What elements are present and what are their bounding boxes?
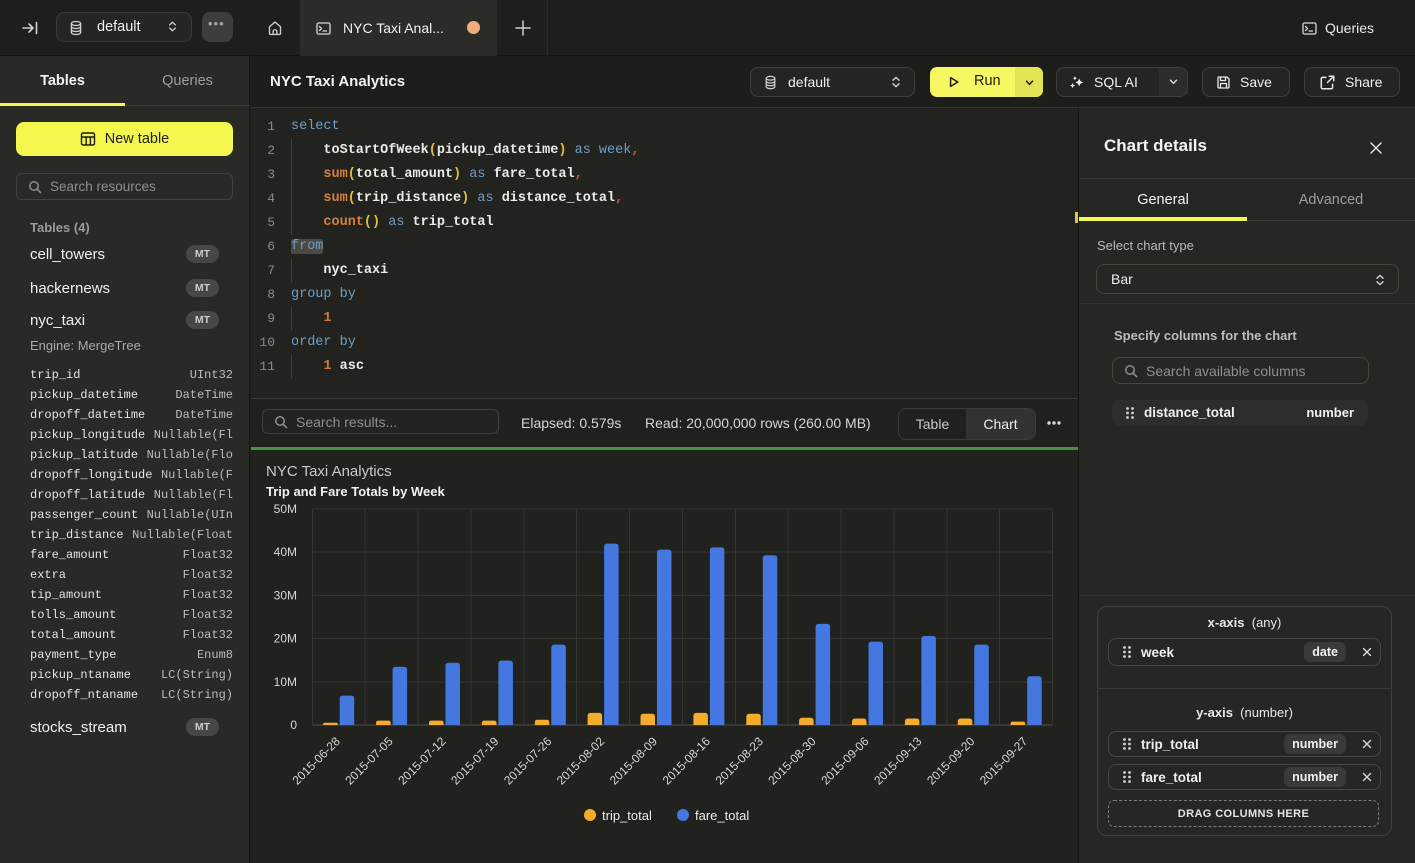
svg-text:50M: 50M — [274, 502, 297, 516]
svg-text:40M: 40M — [274, 545, 297, 559]
svg-text:2015-09-06: 2015-09-06 — [818, 734, 872, 788]
svg-text:0: 0 — [290, 718, 297, 732]
svg-text:2015-09-20: 2015-09-20 — [924, 734, 978, 788]
svg-text:2015-09-13: 2015-09-13 — [871, 734, 925, 788]
svg-text:2015-09-27: 2015-09-27 — [977, 734, 1031, 788]
svg-text:2015-07-12: 2015-07-12 — [395, 734, 449, 788]
svg-text:2015-08-16: 2015-08-16 — [660, 734, 714, 788]
svg-text:2015-08-30: 2015-08-30 — [765, 734, 819, 788]
svg-text:2015-08-02: 2015-08-02 — [554, 734, 608, 788]
svg-text:fare_total: fare_total — [695, 808, 749, 823]
svg-text:10M: 10M — [274, 675, 297, 689]
svg-text:2015-06-28: 2015-06-28 — [290, 734, 344, 788]
svg-text:2015-07-19: 2015-07-19 — [448, 734, 502, 788]
svg-text:trip_total: trip_total — [602, 808, 652, 823]
svg-text:30M: 30M — [274, 588, 297, 602]
svg-text:2015-07-26: 2015-07-26 — [501, 734, 555, 788]
svg-text:20M: 20M — [274, 632, 297, 646]
svg-text:2015-08-23: 2015-08-23 — [713, 734, 767, 788]
svg-text:2015-07-05: 2015-07-05 — [342, 734, 396, 788]
svg-text:2015-08-09: 2015-08-09 — [607, 734, 661, 788]
